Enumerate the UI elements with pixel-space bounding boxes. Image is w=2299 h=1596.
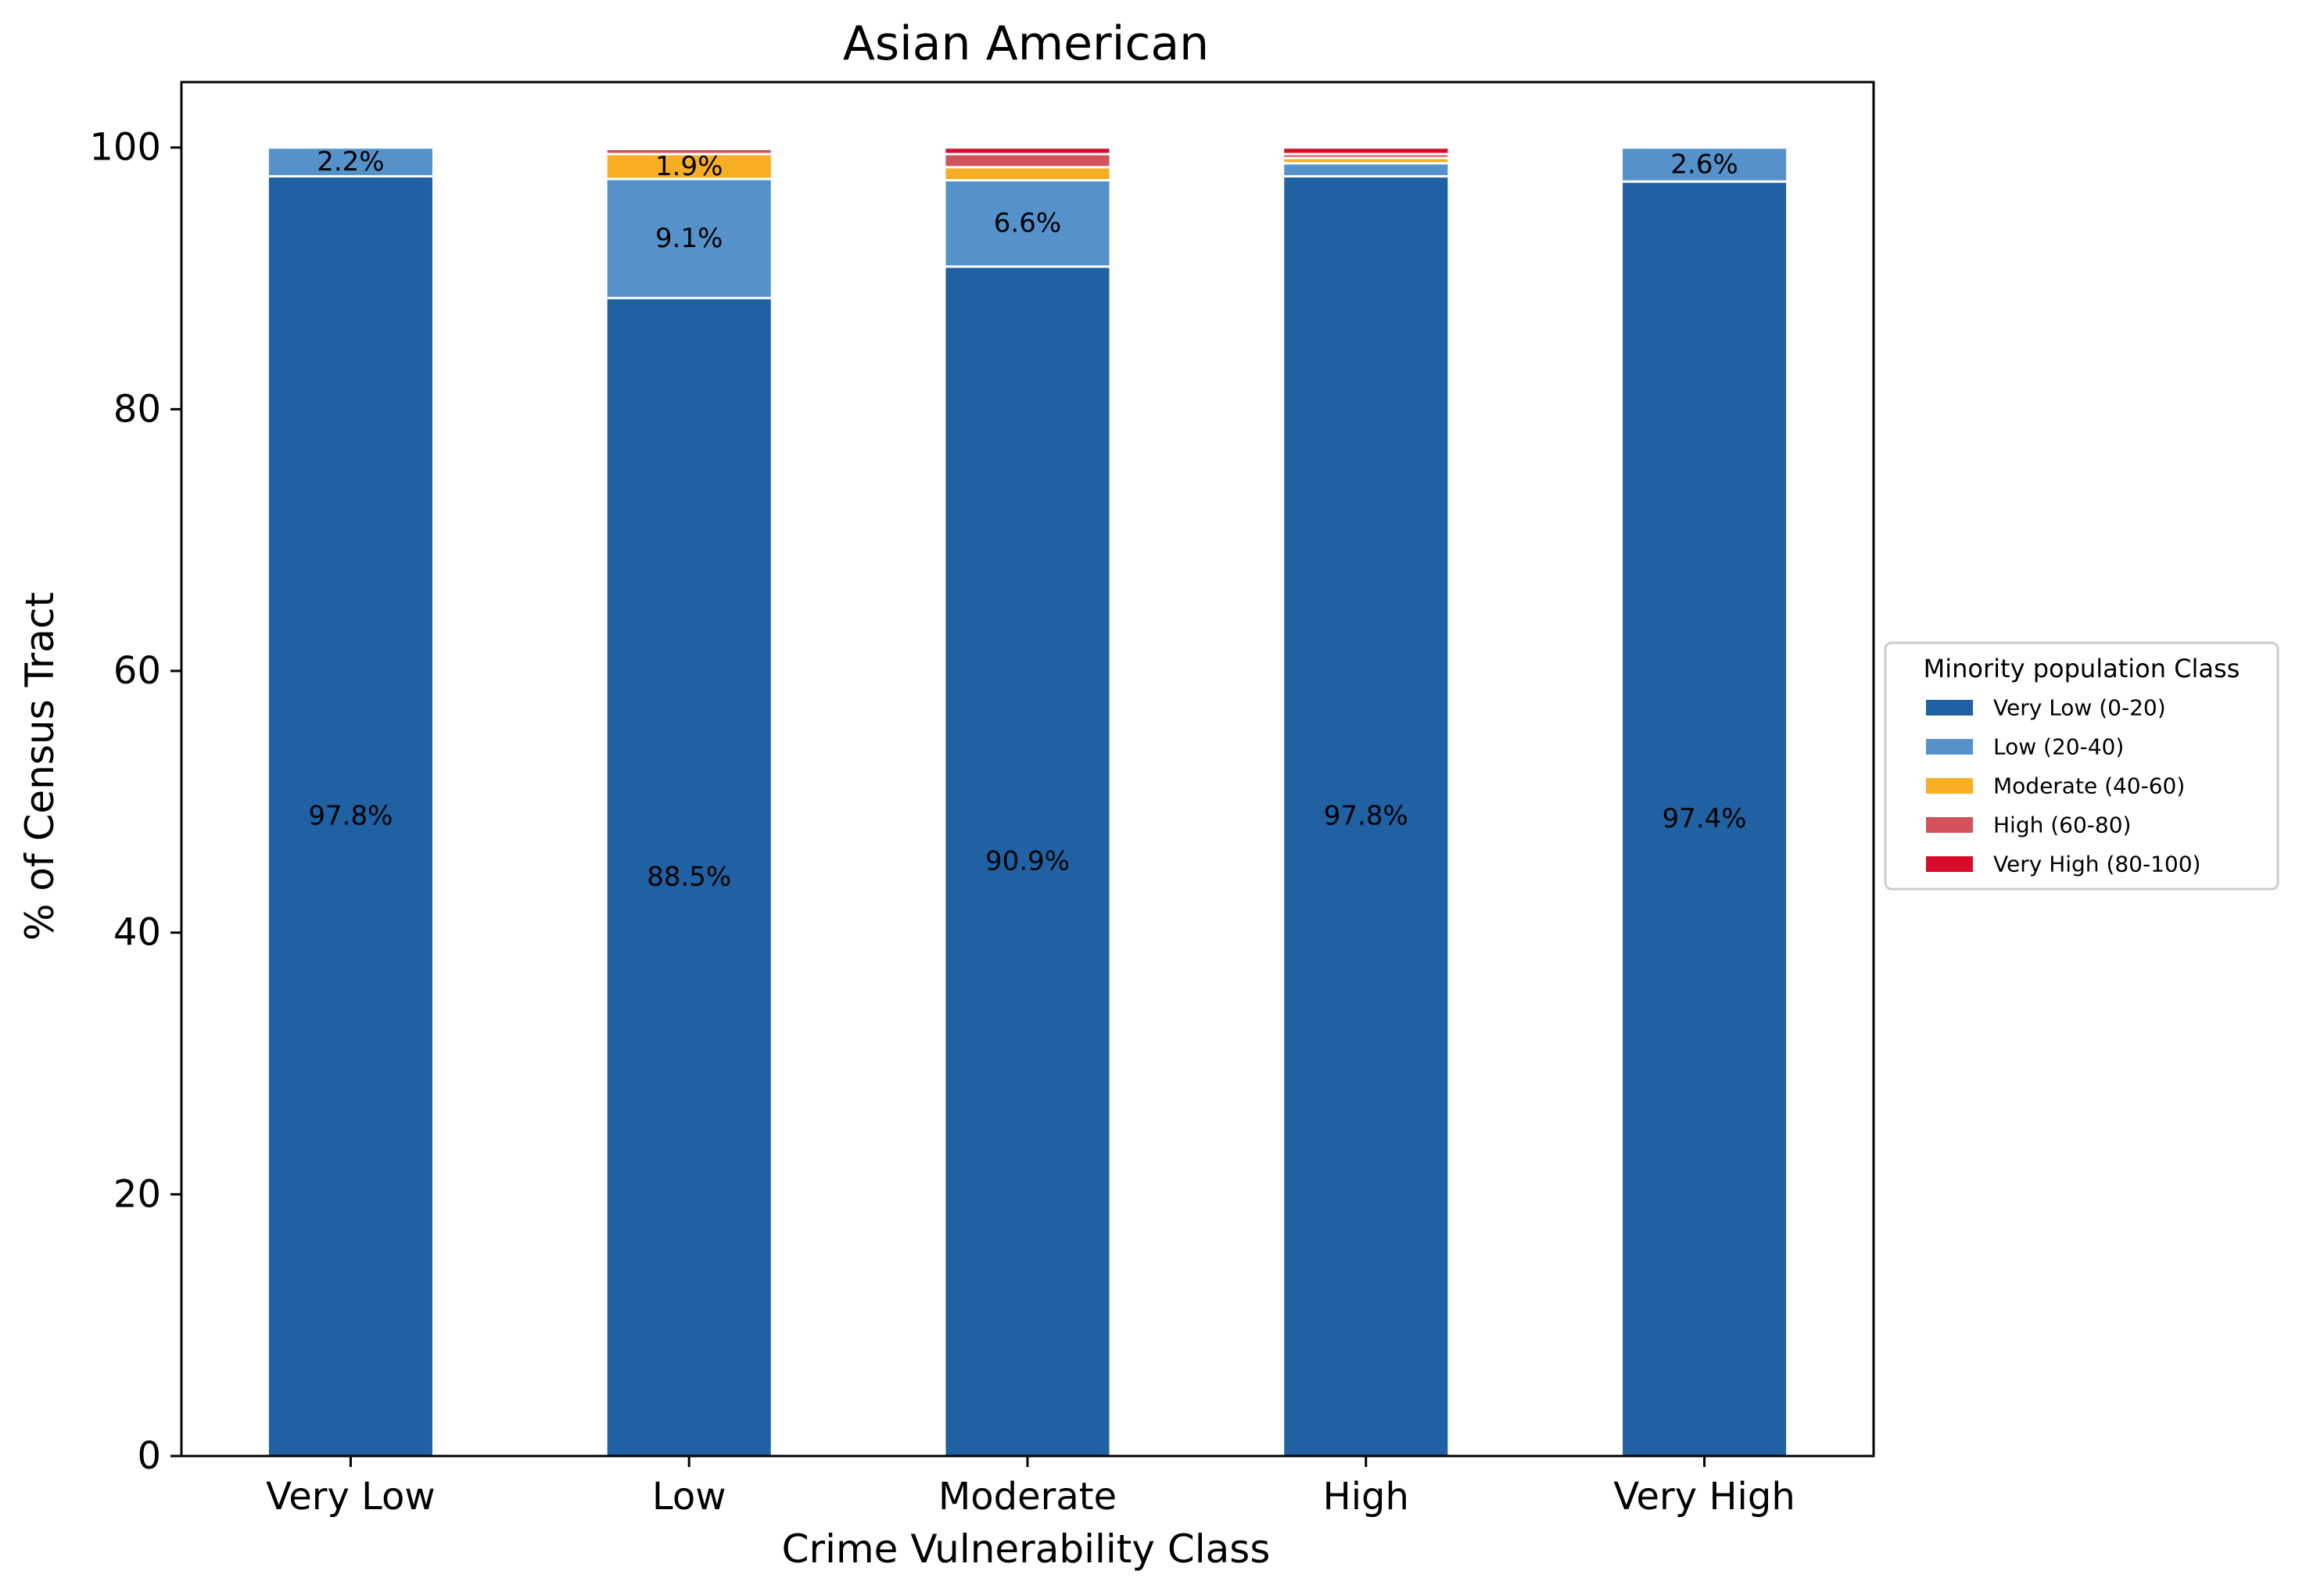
legend-swatch xyxy=(1926,700,1973,716)
legend-item: Moderate (40-60) xyxy=(1993,773,2185,799)
legend-swatch xyxy=(1926,817,1973,833)
x-tick-label: Low xyxy=(652,1475,726,1519)
y-tick-label: 100 xyxy=(89,126,161,170)
data-label: 6.6% xyxy=(994,208,1061,239)
legend-swatch xyxy=(1926,856,1973,872)
x-tick-label: Very Low xyxy=(266,1475,436,1519)
bar-segment xyxy=(266,174,435,1458)
legend-item: Very Low (0-20) xyxy=(1993,695,2166,721)
y-axis-label: % of Census Tract xyxy=(17,592,63,941)
data-label: 2.2% xyxy=(317,146,384,178)
bar-segment xyxy=(1620,180,1789,1458)
data-label: 97.8% xyxy=(1324,801,1408,832)
bar-segment xyxy=(604,178,773,299)
legend-swatch xyxy=(1926,739,1973,755)
bars-layer xyxy=(266,146,1789,1458)
data-label: 97.8% xyxy=(308,801,393,832)
x-tick-label: Moderate xyxy=(938,1475,1117,1519)
x-tick-label: Very High xyxy=(1613,1475,1795,1519)
data-label: 88.5% xyxy=(647,862,731,893)
bar-segment xyxy=(1620,146,1789,183)
bar-segment xyxy=(943,152,1112,169)
x-tick-label: High xyxy=(1323,1475,1409,1519)
y-tick-label: 20 xyxy=(113,1172,161,1216)
data-label: 9.1% xyxy=(655,223,723,254)
legend-item: High (60-80) xyxy=(1993,812,2131,838)
bar-segment xyxy=(943,179,1112,268)
data-label: 2.6% xyxy=(1670,149,1738,180)
legend: Minority population Class Very Low (0-20)… xyxy=(1884,641,2279,891)
y-tick-label: 60 xyxy=(113,649,161,693)
y-tick-label: 0 xyxy=(137,1434,161,1478)
bar-segment xyxy=(943,146,1112,156)
y-tick-label: 80 xyxy=(113,387,161,431)
axes-layer: Very Low Low Moderate High Very High 0 20 40 60 8… xyxy=(89,126,1795,1519)
bar-segment xyxy=(1282,146,1451,156)
data-label: 97.4% xyxy=(1662,803,1747,834)
legend-item: Very High (80-100) xyxy=(1993,852,2200,877)
legend-title: Minority population Class xyxy=(1924,654,2240,683)
y-tick-label: 40 xyxy=(113,911,161,955)
bar-segment xyxy=(943,265,1112,1458)
bar-segment xyxy=(604,296,773,1458)
legend-item: Low (20-40) xyxy=(1993,734,2124,760)
bar-segment xyxy=(1282,174,1451,1458)
x-axis-label: Crime Vulnerability Class xyxy=(782,1526,1271,1572)
data-label: 1.9% xyxy=(655,151,723,182)
legend-swatch xyxy=(1926,778,1973,794)
bar-segment xyxy=(604,146,773,150)
data-label: 90.9% xyxy=(985,845,1070,877)
data-labels-layer: 97.8% 2.2% 88.5% 9.1% 1.9% 90.9% 6.6% 97.8% 97.4… xyxy=(308,146,1746,892)
bar-segment xyxy=(943,166,1112,181)
bar-segment xyxy=(1282,162,1451,178)
chart-title: Asian American xyxy=(843,16,1209,71)
legend-box xyxy=(1884,641,2279,891)
bar-segment xyxy=(266,146,435,178)
